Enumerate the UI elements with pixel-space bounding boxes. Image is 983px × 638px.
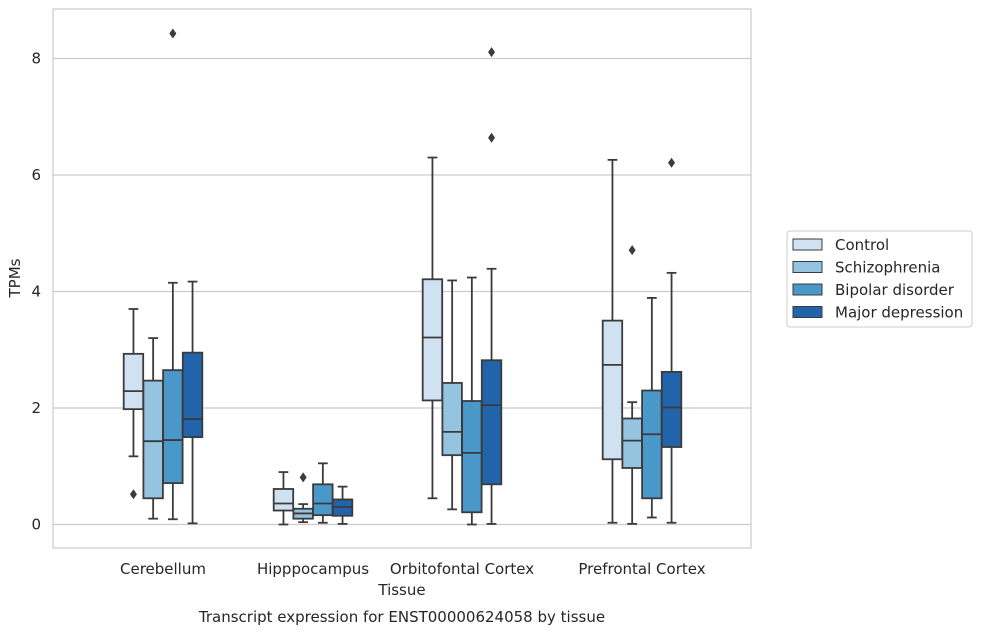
chart-caption: Transcript expression for ENST0000062405… xyxy=(198,608,605,626)
y-tick-label: 4 xyxy=(31,283,41,301)
box-1-1 xyxy=(292,472,314,524)
box-rect xyxy=(461,400,483,514)
legend-label: Schizophrenia xyxy=(835,259,940,277)
boxes-layer xyxy=(122,28,683,526)
box-3-0 xyxy=(181,280,204,525)
box-rect xyxy=(142,379,164,500)
box-3-2 xyxy=(480,47,503,525)
x-tick-label: Prefrontal Cortex xyxy=(578,560,705,578)
outlier-point xyxy=(488,47,496,58)
outlier-point xyxy=(299,472,307,483)
legend-label: Control xyxy=(835,236,889,254)
box-rect xyxy=(601,319,624,461)
x-tick-label: Orbitofontal Cortex xyxy=(390,560,534,578)
y-axis-label: TPMs xyxy=(6,258,24,298)
box-rect xyxy=(441,382,463,457)
box-rect xyxy=(162,369,184,485)
y-tick-label: 8 xyxy=(31,50,41,68)
y-tick-label: 6 xyxy=(31,166,41,184)
box-rect xyxy=(660,370,683,448)
plot-frame xyxy=(52,8,752,549)
x-tick-labels: Cerebellum Hipppocampus Orbitofontal Corte… xyxy=(120,560,706,578)
y-tick-label: 2 xyxy=(31,399,41,417)
legend-label: Bipolar disorder xyxy=(835,281,955,299)
x-axis-label: Tissue xyxy=(377,581,425,599)
outlier-point xyxy=(169,28,177,39)
outlier-point xyxy=(668,157,676,168)
box-rect xyxy=(312,483,334,517)
box-0-2 xyxy=(421,156,444,500)
legend-swatch xyxy=(792,306,823,318)
box-rect xyxy=(641,389,663,500)
box-0-3 xyxy=(601,158,624,524)
box-rect xyxy=(480,359,503,486)
box-2-3 xyxy=(641,297,663,519)
legend-swatch xyxy=(792,261,823,273)
y-tick-labels: 0 2 4 6 8 xyxy=(31,50,41,534)
box-0-1 xyxy=(272,471,295,526)
outlier-point xyxy=(628,245,636,256)
legend-swatch xyxy=(792,283,823,296)
legend-swatch xyxy=(792,238,823,251)
legend: Control Schizophrenia Bipolar disorder Majo… xyxy=(786,230,973,328)
outlier-point xyxy=(488,132,496,143)
box-rect xyxy=(122,352,145,411)
box-rect xyxy=(181,351,204,439)
box-rect xyxy=(621,417,643,469)
box-2-2 xyxy=(461,276,483,526)
box-3-1 xyxy=(331,485,354,525)
legend-frame xyxy=(786,230,973,328)
legend-label: Major depression xyxy=(835,304,963,322)
box-rect xyxy=(421,278,444,402)
box-3-3 xyxy=(660,157,683,524)
y-tick-label: 0 xyxy=(31,516,41,534)
box-0-0 xyxy=(122,308,145,500)
box-2-1 xyxy=(312,462,334,524)
box-rect xyxy=(272,488,295,512)
outlier-point xyxy=(129,489,137,500)
x-tick-label: Cerebellum xyxy=(120,560,206,578)
x-tick-label: Hipppocampus xyxy=(257,560,369,578)
